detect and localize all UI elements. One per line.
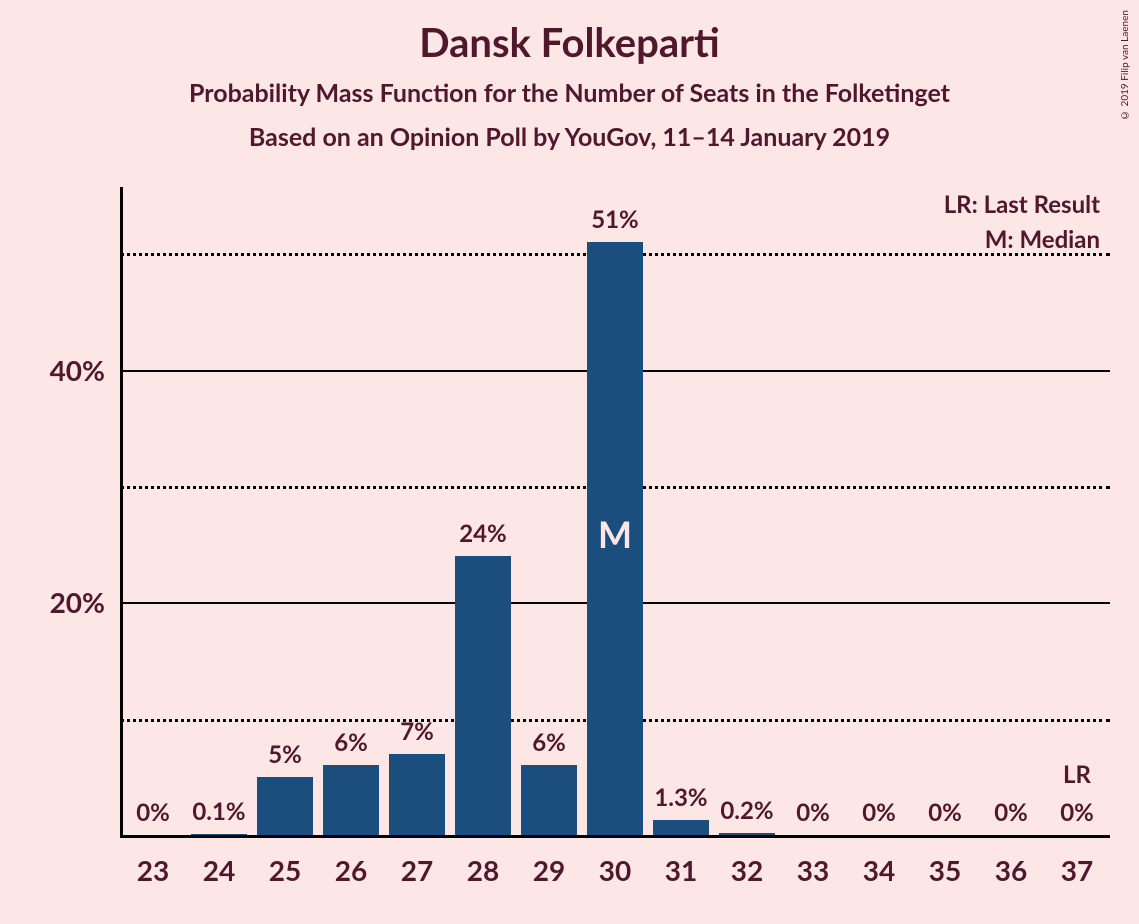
y-tick-label: 20% xyxy=(25,585,105,619)
x-tick-label: 24 xyxy=(186,853,252,887)
x-tick-label: 31 xyxy=(648,853,714,887)
bar-value-label: 0% xyxy=(973,798,1049,827)
bar-value-label: 0% xyxy=(841,798,917,827)
x-tick-label: 26 xyxy=(318,853,384,887)
x-axis xyxy=(120,835,1110,838)
x-tick-label: 23 xyxy=(120,853,186,887)
plot-area: 0%0.1%5%6%7%24%6%51%1.3%0.2%0%0%0%0%0%M xyxy=(120,195,1110,835)
bar-value-label: 5% xyxy=(247,740,323,769)
chart-title: Dansk Folkeparti xyxy=(0,18,1139,66)
legend-m: M: Median xyxy=(985,225,1100,254)
legend-lr: LR: Last Result xyxy=(944,190,1100,219)
x-tick-label: 28 xyxy=(450,853,516,887)
chart-subtitle-1: Probability Mass Function for the Number… xyxy=(0,78,1139,108)
bar xyxy=(257,777,313,835)
bar-value-label: 0.1% xyxy=(181,797,257,826)
bar xyxy=(521,765,577,835)
bar xyxy=(389,754,445,835)
bar-value-label: 6% xyxy=(511,728,587,757)
bar-value-label: 7% xyxy=(379,717,455,746)
y-axis xyxy=(120,187,123,835)
x-tick-label: 30 xyxy=(582,853,648,887)
bar-value-label: 0% xyxy=(907,798,983,827)
bar-value-label: 0% xyxy=(775,798,851,827)
x-tick-label: 27 xyxy=(384,853,450,887)
chart-subtitle-2: Based on an Opinion Poll by YouGov, 11–1… xyxy=(0,122,1139,152)
x-tick-label: 33 xyxy=(780,853,846,887)
x-tick-label: 29 xyxy=(516,853,582,887)
bar-value-label: 51% xyxy=(577,205,653,234)
y-tick-label: 40% xyxy=(25,353,105,387)
copyright-text: © 2019 Filip van Laenen xyxy=(1119,10,1131,121)
x-tick-label: 34 xyxy=(846,853,912,887)
x-tick-label: 32 xyxy=(714,853,780,887)
median-marker: M xyxy=(587,512,643,556)
bar xyxy=(323,765,379,835)
x-tick-label: 37 xyxy=(1044,853,1110,887)
bar-value-label: 6% xyxy=(313,728,389,757)
pmf-chart: Dansk Folkeparti Probability Mass Functio… xyxy=(0,0,1139,924)
bar xyxy=(455,556,511,835)
bar xyxy=(653,820,709,835)
bar-value-label: 0% xyxy=(1039,798,1115,827)
x-tick-label: 36 xyxy=(978,853,1044,887)
bar-value-label: 0.2% xyxy=(709,796,785,825)
x-tick-label: 35 xyxy=(912,853,978,887)
bar-value-label: 0% xyxy=(115,798,191,827)
x-tick-label: 25 xyxy=(252,853,318,887)
lr-marker: LR xyxy=(1044,760,1110,789)
bar-value-label: 1.3% xyxy=(643,783,719,812)
bar-value-label: 24% xyxy=(445,519,521,548)
